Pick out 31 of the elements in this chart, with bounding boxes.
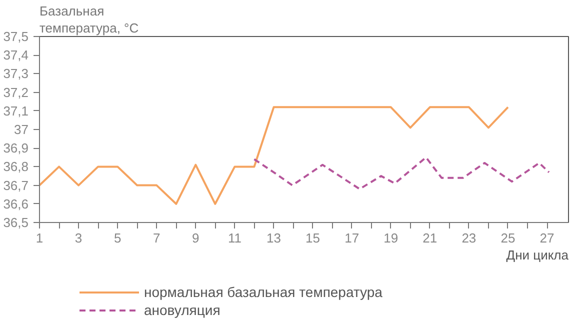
x-axis-title: Дни цикла [506, 248, 570, 262]
x-tick-label: 1 [36, 230, 44, 246]
y-tick-label: 36,8 [3, 159, 29, 174]
line-series [40, 106, 509, 205]
x-tick-label: 17 [344, 230, 360, 246]
y-tick-label: 37,4 [3, 48, 29, 63]
x-tick-label: 13 [266, 230, 281, 246]
legend-label: нормальная базальная температура [144, 284, 382, 300]
y-tick-label: 36,6 [3, 196, 29, 212]
x-tick-label: 21 [422, 230, 438, 246]
y-axis-title: Базальная температура, °C [40, 3, 139, 36]
y-tick-label: 37 [14, 122, 29, 137]
y-tick-label: 37,5 [3, 29, 29, 44]
legend-label: ановуляция [144, 302, 220, 318]
line-series [253, 156, 550, 190]
x-tick-label: 9 [192, 230, 200, 246]
y-tick-label: 36,5 [3, 215, 29, 230]
x-tick-label: 19 [384, 230, 398, 246]
x-tick-label: 25 [500, 230, 516, 246]
x-tick-label: 7 [153, 230, 160, 246]
x-tick-label: 11 [228, 230, 242, 246]
y-tick-label: 37,2 [3, 84, 29, 100]
y-tick-label: 36,9 [3, 140, 29, 156]
x-tick-label: 3 [74, 230, 82, 246]
y-tick-label: 37,3 [3, 66, 29, 82]
x-tick-label: 15 [306, 230, 320, 246]
x-tick-label: 27 [540, 230, 554, 246]
x-tick-label: 5 [114, 230, 122, 246]
x-tick-label: 23 [462, 230, 476, 246]
y-tick-label: 37,1 [3, 103, 29, 118]
y-tick-label: 36,7 [3, 178, 29, 193]
